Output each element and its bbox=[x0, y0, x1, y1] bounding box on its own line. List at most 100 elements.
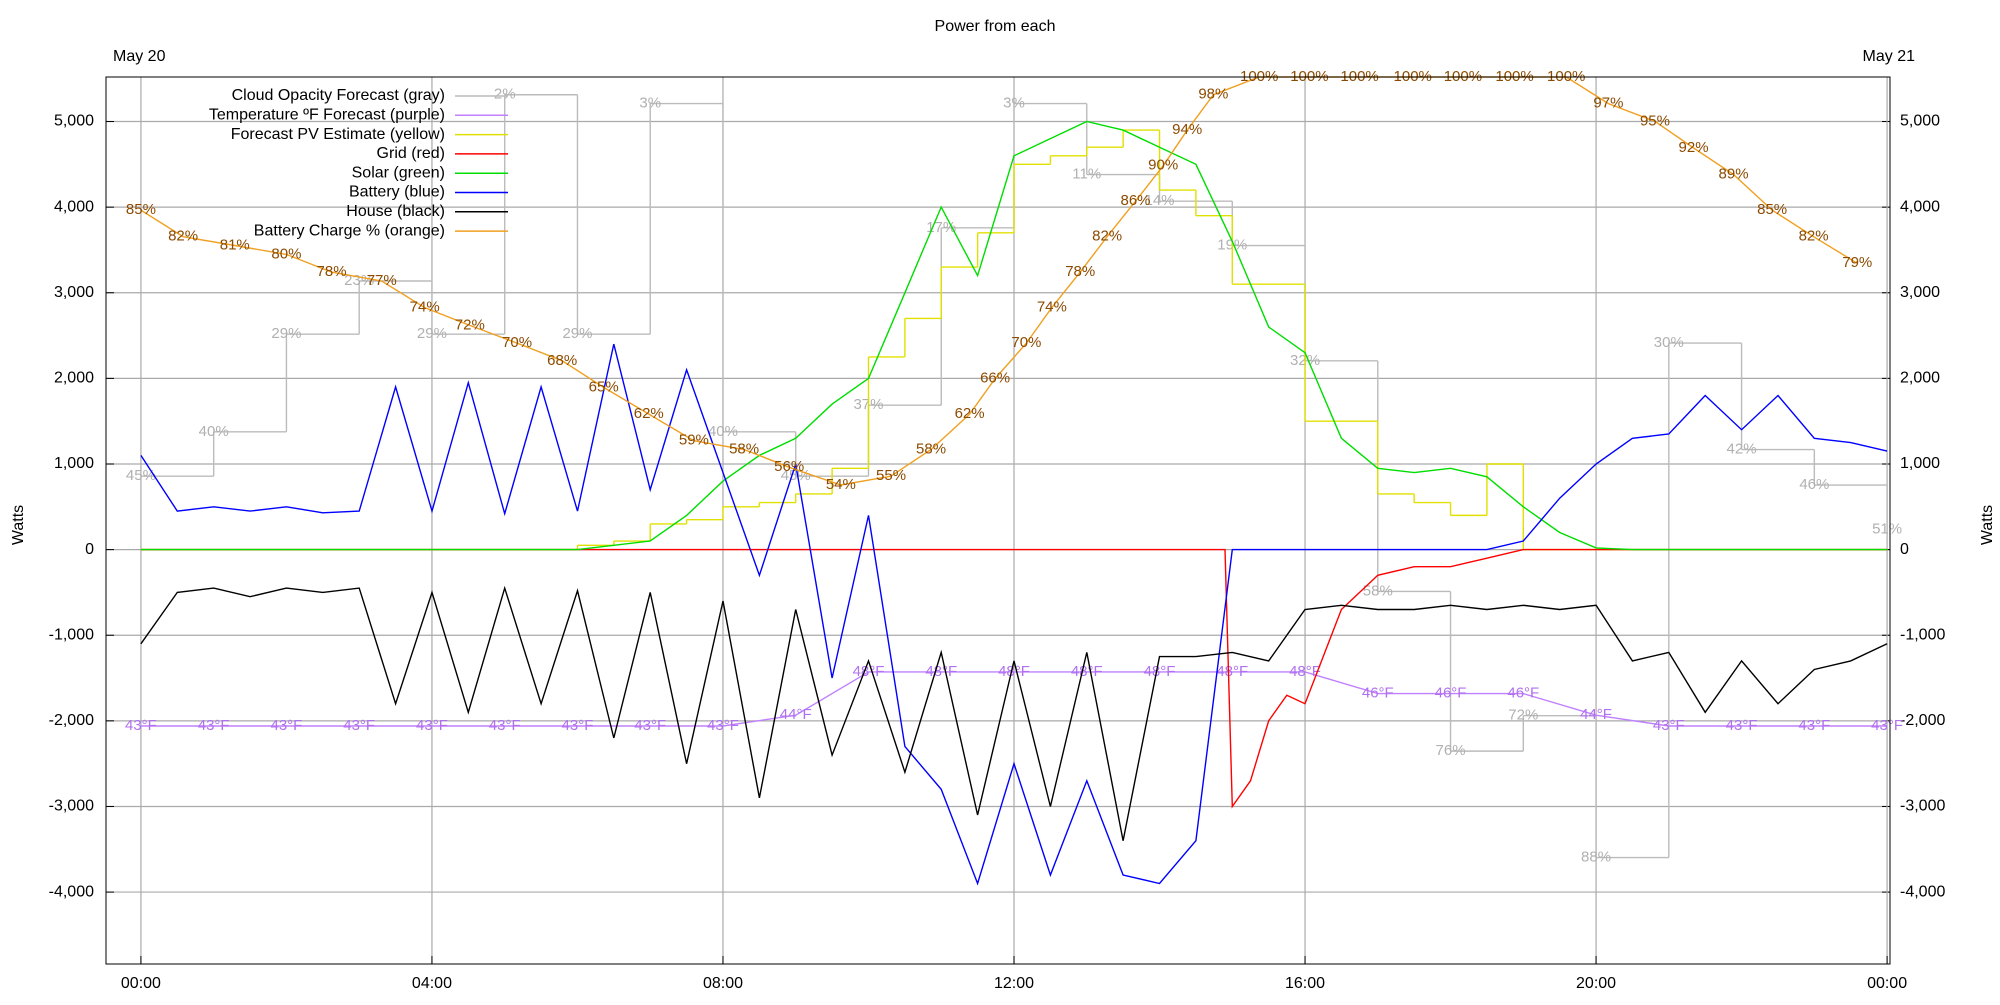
data-label: 81% bbox=[220, 236, 250, 253]
data-label: 44°F bbox=[1580, 706, 1612, 723]
data-label: 100% bbox=[1444, 68, 1482, 85]
data-label: 43°F bbox=[634, 717, 666, 734]
data-label: 43°F bbox=[489, 717, 521, 734]
y2-tick-label: -3,000 bbox=[1900, 798, 1945, 815]
data-label: 95% bbox=[1640, 112, 1670, 129]
data-label: 48°F bbox=[1289, 663, 1321, 680]
data-label: 46% bbox=[1799, 476, 1829, 493]
data-label: 29% bbox=[271, 325, 301, 342]
date-label: May 20 bbox=[113, 48, 166, 65]
data-label: 59% bbox=[679, 432, 709, 449]
data-label: 48°F bbox=[925, 663, 957, 680]
legend-label: Grid (red) bbox=[377, 145, 445, 162]
data-label: 85% bbox=[126, 201, 156, 218]
data-label: 77% bbox=[367, 272, 397, 289]
data-label: 92% bbox=[1679, 139, 1709, 156]
y2-tick-label: 3,000 bbox=[1900, 284, 1940, 301]
data-label: 43°F bbox=[125, 717, 157, 734]
data-label: 48°F bbox=[853, 663, 885, 680]
y-axis-label: Watts bbox=[10, 505, 27, 545]
y-tick-label: -4,000 bbox=[49, 883, 94, 900]
data-label: 100% bbox=[1240, 68, 1278, 85]
data-label: 74% bbox=[410, 299, 440, 316]
data-label: 54% bbox=[826, 476, 856, 493]
data-label: 48°F bbox=[1071, 663, 1103, 680]
x-tick-label: 04:00 bbox=[412, 975, 452, 992]
x-tick-label: 08:00 bbox=[703, 975, 743, 992]
series-line bbox=[140, 548, 1888, 809]
data-label: 43°F bbox=[1871, 717, 1903, 734]
data-label: 43°F bbox=[562, 717, 594, 734]
data-label: 2% bbox=[494, 86, 516, 103]
data-label: 58% bbox=[916, 441, 946, 458]
data-label: 40% bbox=[199, 423, 229, 440]
data-label: 46°F bbox=[1435, 685, 1467, 702]
y2-tick-label: -4,000 bbox=[1900, 883, 1945, 900]
data-label: 90% bbox=[1148, 157, 1178, 174]
data-label: 43°F bbox=[416, 717, 448, 734]
data-label: 85% bbox=[1757, 201, 1787, 218]
data-label: 58% bbox=[729, 441, 759, 458]
data-label: 14% bbox=[1145, 192, 1175, 209]
y-tick-label: -2,000 bbox=[49, 712, 94, 729]
data-label: 94% bbox=[1172, 121, 1202, 138]
data-label: 82% bbox=[1799, 228, 1829, 245]
data-label: 100% bbox=[1547, 68, 1585, 85]
y-tick-label: 2,000 bbox=[54, 370, 94, 387]
data-label: 42% bbox=[1727, 441, 1757, 458]
data-label: 70% bbox=[502, 334, 532, 351]
grid: -4,000 -3,000 -2,000 -1,000 0 1,000 2,000 3,000… bbox=[49, 77, 1945, 992]
data-label: 43°F bbox=[198, 717, 230, 734]
legend-label: Cloud Opacity Forecast (gray) bbox=[232, 87, 445, 104]
data-label: 100% bbox=[1340, 68, 1378, 85]
data-label: 46°F bbox=[1507, 685, 1539, 702]
data-label: 88% bbox=[1581, 849, 1611, 866]
data-label: 43°F bbox=[1798, 717, 1830, 734]
legend-label: Battery (blue) bbox=[349, 184, 445, 201]
data-label: 3% bbox=[1003, 95, 1025, 112]
data-label: 100% bbox=[1290, 68, 1328, 85]
y2-tick-label: 5,000 bbox=[1900, 113, 1940, 130]
data-label: 72% bbox=[1508, 707, 1538, 724]
data-label: 100% bbox=[1495, 68, 1533, 85]
legend-label: Solar (green) bbox=[352, 164, 445, 181]
data-label: 76% bbox=[1436, 742, 1466, 759]
data-label: 65% bbox=[589, 378, 619, 395]
y2-tick-label: 1,000 bbox=[1900, 455, 1940, 472]
legend-label: Forecast PV Estimate (yellow) bbox=[231, 126, 445, 143]
data-label: 66% bbox=[980, 370, 1010, 387]
y-tick-label: 1,000 bbox=[54, 455, 94, 472]
legend-label: House (black) bbox=[346, 203, 445, 220]
data-label: 82% bbox=[168, 228, 198, 245]
plot-area: 45%40%29%23%29%2%29%3%40%45%37%17%3%11%1… bbox=[125, 68, 1903, 886]
data-label: 98% bbox=[1198, 86, 1228, 103]
y2-axis-label: Watts bbox=[1979, 505, 1996, 545]
y-tick-label: 5,000 bbox=[54, 113, 94, 130]
y-tick-label: -1,000 bbox=[49, 626, 94, 643]
data-label: 89% bbox=[1719, 166, 1749, 183]
data-label: 68% bbox=[547, 352, 577, 369]
y-tick-label: 0 bbox=[85, 541, 94, 558]
x-tick-label: 00:00 bbox=[121, 975, 161, 992]
series-line bbox=[140, 585, 1888, 841]
x-tick-label: 00:00 bbox=[1867, 975, 1907, 992]
legend-label: Temperature ºF Forecast (purple) bbox=[209, 107, 445, 124]
data-label: 43°F bbox=[343, 717, 375, 734]
data-label: 58% bbox=[1363, 582, 1393, 599]
data-label: 11% bbox=[1072, 166, 1101, 183]
data-label: 86% bbox=[1120, 192, 1150, 209]
data-label: 43°F bbox=[707, 717, 739, 734]
data-label: 3% bbox=[639, 95, 661, 112]
data-label: 30% bbox=[1654, 334, 1684, 351]
y-tick-label: -3,000 bbox=[49, 798, 94, 815]
data-label: 43°F bbox=[1726, 717, 1758, 734]
data-label: 51% bbox=[1872, 520, 1902, 537]
data-label: 29% bbox=[562, 325, 592, 342]
data-label: 44°F bbox=[780, 706, 812, 723]
plot-frame bbox=[105, 76, 1891, 965]
data-label: 72% bbox=[455, 316, 485, 333]
data-label: 48°F bbox=[1216, 663, 1248, 680]
y2-tick-label: 0 bbox=[1900, 541, 1909, 558]
data-label: 79% bbox=[1842, 254, 1872, 271]
